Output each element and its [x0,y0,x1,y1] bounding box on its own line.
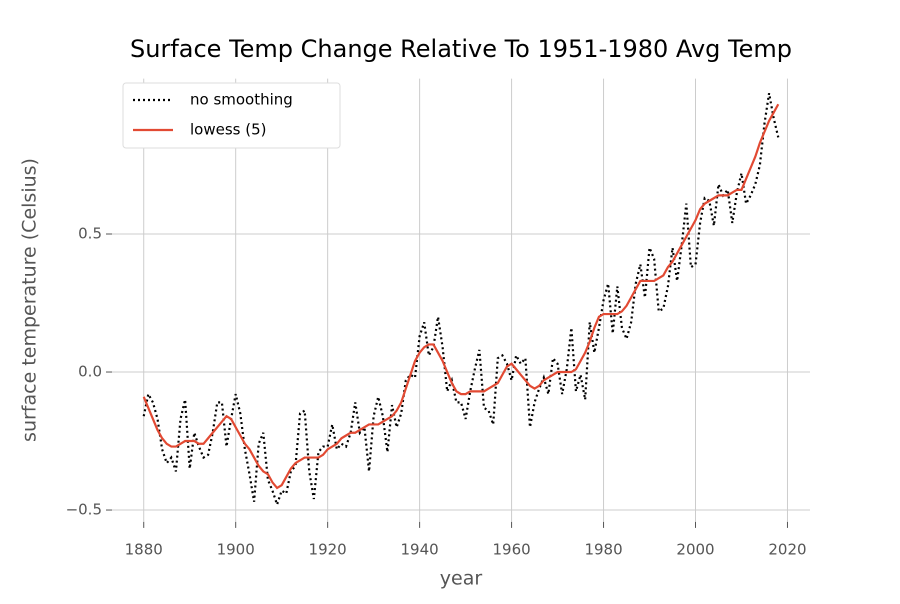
y-axis-label: surface temperature (Celsius) [19,158,41,442]
x-tick-label: 1980 [584,540,622,558]
x-tick-label: 1900 [217,540,255,558]
x-tick-label: 1960 [492,540,530,558]
y-tick-label: 0.5 [78,225,102,243]
x-tick-label: 2020 [768,540,806,558]
series-line [142,103,780,490]
x-axis-label: year [440,568,483,590]
chart-title: Surface Temp Change Relative To 1951-198… [130,35,792,63]
x-tick-label: 1880 [125,540,163,558]
legend-label: lowess (5) [190,121,267,139]
y-tick-label: −0.5 [66,501,102,519]
x-tick-label: 2000 [676,540,714,558]
x-tick-label: 1940 [401,540,439,558]
x-tick-label: 1920 [309,540,347,558]
series-line [142,93,780,508]
y-tick-label: 0.0 [78,363,102,381]
legend-box [122,82,341,149]
legend-label: no smoothing [190,91,293,109]
